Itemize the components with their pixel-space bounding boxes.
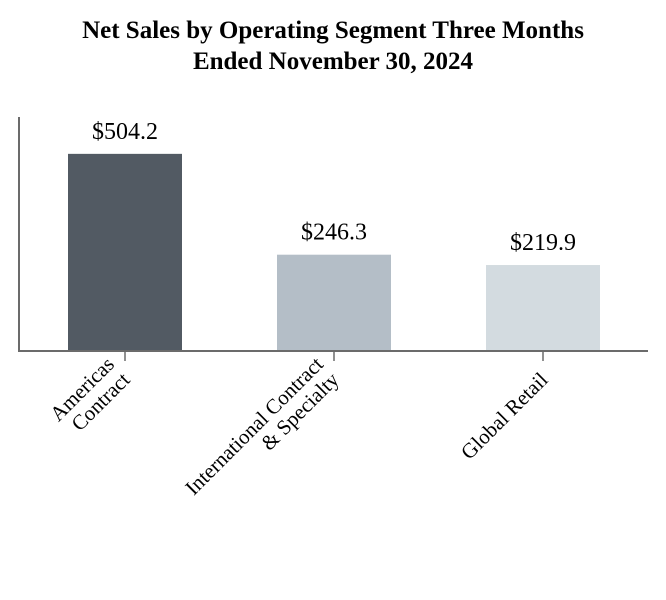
bar-2 [277,254,391,351]
x-tick-label-2: International Contract& Specialty [180,352,344,516]
x-axis-tick-labels: AmericasContract International Contract& … [45,352,553,516]
chart-title: Net Sales by Operating Segment Three Mon… [82,17,584,75]
data-label-3: $219.9 [510,230,576,256]
data-labels: $504.2 $246.3 $219.9 [92,119,576,256]
x-tick-label-1: AmericasContract [45,352,135,442]
x-tick-label-2-line-1: International Contract [180,352,328,500]
bar-1 [68,153,182,351]
x-axis-ticks [124,351,544,361]
bar-3 [486,265,600,351]
chart-title-line-1: Net Sales by Operating Segment Three Mon… [82,17,584,44]
data-label-1: $504.2 [92,119,158,145]
bars [68,153,600,351]
x-tick-label-3-line-1: Global Retail [456,367,553,464]
chart-title-line-2: Ended November 30, 2024 [193,48,474,75]
x-tick-label-3: Global Retail [456,367,553,464]
data-label-2: $246.3 [301,220,367,246]
